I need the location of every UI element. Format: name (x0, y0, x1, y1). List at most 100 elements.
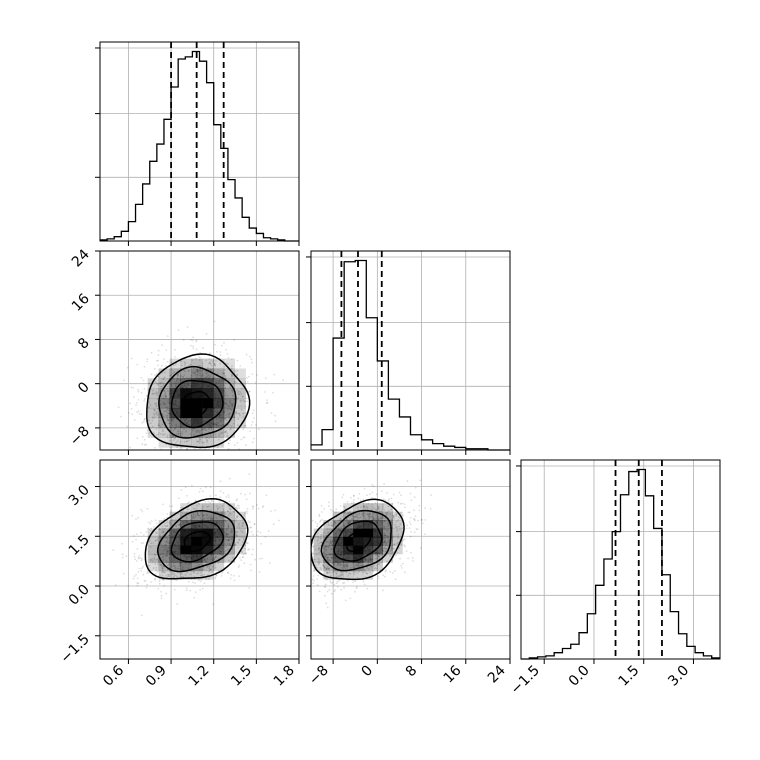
sample-point (135, 573, 137, 576)
sample-point (127, 412, 130, 414)
sample-point (166, 539, 169, 542)
histogram-step (521, 468, 720, 660)
density-cell (158, 570, 170, 580)
sample-point (158, 432, 160, 434)
sample-point (346, 520, 349, 523)
sample-point (180, 364, 183, 367)
sample-point (289, 538, 291, 540)
sample-point (193, 596, 196, 599)
sample-point (165, 421, 168, 424)
sample-point (227, 571, 229, 574)
sample-point (245, 353, 248, 356)
y-tick-label: 3.0 (66, 482, 93, 509)
sample-point (366, 513, 369, 516)
sample-point (174, 574, 176, 576)
sample-point (163, 358, 165, 360)
sample-point (256, 534, 258, 537)
sample-point (353, 494, 355, 497)
sample-point (172, 372, 174, 375)
sample-point (220, 516, 223, 519)
sample-point (384, 534, 387, 537)
density-cell (372, 562, 383, 572)
sample-point (164, 395, 167, 398)
sample-point (351, 515, 354, 518)
sample-point (357, 568, 360, 571)
sample-point (229, 508, 232, 511)
sample-point (316, 533, 319, 535)
sample-point (229, 386, 231, 389)
sample-point (339, 505, 342, 507)
density-cell (180, 417, 192, 428)
sample-point (170, 361, 173, 364)
sample-point (194, 370, 197, 373)
sample-point (162, 382, 165, 385)
sample-point (198, 436, 201, 439)
sample-point (227, 357, 230, 359)
sample-point (203, 376, 206, 379)
sample-point (165, 561, 168, 564)
sample-point (360, 506, 362, 509)
sample-point (204, 429, 207, 432)
sample-point (385, 548, 387, 550)
sample-point (323, 566, 326, 568)
sample-point (207, 565, 209, 568)
sample-point (166, 416, 169, 419)
sample-point (204, 501, 207, 503)
sample-point (135, 538, 138, 541)
sample-point (234, 381, 237, 384)
density-cell (213, 437, 225, 448)
sample-point (244, 405, 247, 408)
sample-point (112, 549, 115, 551)
sample-point (392, 514, 395, 517)
sample-point (328, 544, 331, 547)
sample-point (295, 556, 297, 558)
sample-point (164, 371, 166, 374)
sample-point (162, 530, 165, 533)
sample-point (394, 578, 397, 581)
sample-point (215, 517, 218, 519)
sample-point (331, 562, 334, 565)
sample-point (157, 424, 160, 427)
sample-point (156, 359, 158, 362)
sample-point (189, 518, 192, 521)
sample-point (208, 571, 210, 573)
sample-point (391, 508, 393, 511)
sample-point (324, 594, 326, 597)
sample-point (192, 570, 195, 572)
sample-point (195, 368, 198, 371)
sample-point (156, 392, 159, 395)
sample-point (239, 399, 242, 401)
sample-point (317, 538, 320, 541)
sample-point (205, 517, 208, 519)
sample-point (193, 372, 196, 375)
sample-point (153, 392, 156, 395)
sample-point (224, 392, 227, 395)
sample-point (352, 513, 355, 516)
sample-point (230, 574, 233, 576)
sample-point (229, 385, 232, 388)
density-cell (362, 562, 374, 572)
sample-point (241, 388, 243, 390)
sample-point (228, 559, 230, 562)
sample-point (319, 537, 322, 540)
sample-point (219, 490, 222, 492)
sample-point (191, 515, 193, 518)
sample-point (216, 511, 219, 514)
sample-point (397, 501, 400, 504)
sample-point (192, 507, 195, 510)
sample-point (326, 590, 329, 593)
sample-point (382, 528, 385, 531)
sample-point (190, 338, 193, 341)
sample-point (376, 554, 379, 556)
sample-point (249, 526, 252, 529)
sample-point (222, 453, 224, 455)
sample-point (337, 575, 340, 577)
sample-point (354, 570, 357, 573)
sample-point (175, 525, 178, 528)
sample-point (228, 379, 230, 382)
density-cell (333, 570, 344, 580)
sample-point (161, 570, 164, 573)
sample-point (229, 508, 232, 510)
sample-point (236, 535, 238, 537)
sample-point (333, 563, 336, 565)
